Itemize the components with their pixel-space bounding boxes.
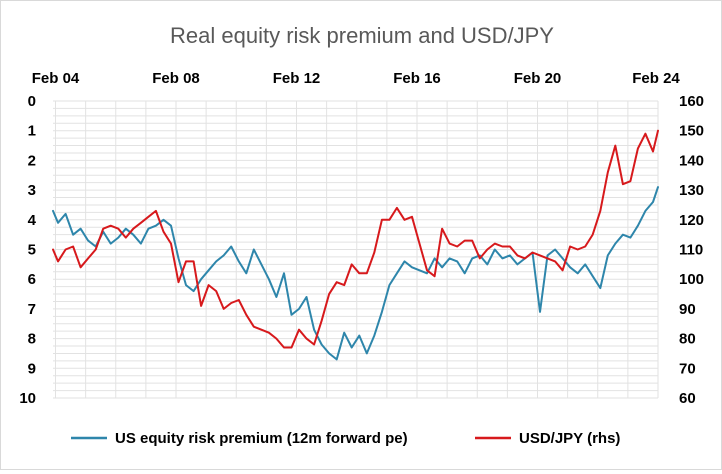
chart-title: Real equity risk premium and USD/JPY <box>170 23 554 48</box>
x-tick-label: Feb 04 <box>32 70 80 87</box>
series-line-0 <box>52 186 659 361</box>
y-right-tick-label: 150 <box>679 123 704 140</box>
series <box>52 129 659 361</box>
x-tick-label: Feb 16 <box>393 70 441 87</box>
x-tick-label: Feb 08 <box>152 70 200 87</box>
y-left-tick-label: 5 <box>28 242 36 259</box>
y-right-tick-label: 60 <box>679 390 696 407</box>
x-tick-label: Feb 12 <box>273 70 321 87</box>
y-left-tick-label: 7 <box>28 301 36 318</box>
y-left-tick-label: 2 <box>28 152 36 169</box>
y-right-tick-label: 120 <box>679 212 704 229</box>
y-left-tick-label: 1 <box>28 123 36 140</box>
grid <box>53 100 659 399</box>
y-right-tick-label: 130 <box>679 182 704 199</box>
y-left-tick-label: 4 <box>28 212 37 229</box>
y-left-tick-label: 6 <box>28 271 36 288</box>
y-right-tick-label: 110 <box>679 242 703 259</box>
y-right-tick-label: 70 <box>679 360 696 377</box>
y-left-tick-label: 10 <box>19 390 36 407</box>
series-line-1 <box>52 129 659 349</box>
y-right-tick-label: 90 <box>679 301 696 318</box>
y-right-tick-label: 80 <box>679 331 696 348</box>
y-right-tick-label: 140 <box>679 152 704 169</box>
y-left-tick-label: 3 <box>28 182 36 199</box>
y-left-tick-label: 9 <box>28 360 36 377</box>
x-tick-label: Feb 24 <box>632 70 680 87</box>
legend-label-0: US equity risk premium (12m forward pe) <box>115 430 408 447</box>
x-tick-label: Feb 20 <box>514 70 562 87</box>
y-right-tick-label: 100 <box>679 271 704 288</box>
y-left-tick-label: 0 <box>28 93 36 110</box>
legend: US equity risk premium (12m forward pe) U… <box>71 430 620 447</box>
y-left-tick-label: 8 <box>28 331 36 348</box>
y-right-tick-label: 160 <box>679 93 704 110</box>
legend-label-1: USD/JPY (rhs) <box>519 430 620 447</box>
axis-labels: 0 1 2 3 4 5 6 7 8 9 10 160 150 140 130 120 110 100 90 80 70 6… <box>19 70 704 407</box>
